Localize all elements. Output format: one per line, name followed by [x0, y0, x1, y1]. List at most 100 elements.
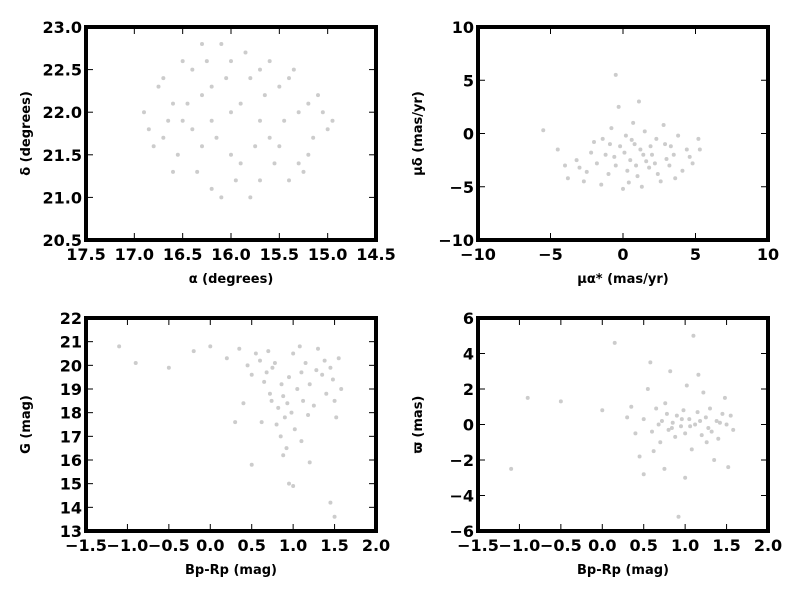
- point: [676, 133, 681, 138]
- y-tick-label: 20.5: [43, 231, 82, 250]
- y-tick-label: 22.0: [43, 103, 82, 122]
- point: [664, 157, 669, 162]
- point: [696, 372, 701, 377]
- point: [663, 401, 668, 406]
- point: [316, 93, 320, 98]
- point: [684, 147, 689, 152]
- y-tick-label: 0: [463, 416, 474, 435]
- point: [696, 136, 701, 141]
- point: [703, 415, 708, 420]
- y-axis-label: G (mag): [19, 395, 34, 454]
- point: [229, 59, 233, 64]
- x-tick-label: 0.5: [238, 536, 266, 555]
- point: [258, 178, 262, 183]
- point: [717, 420, 722, 425]
- x-tick-label: 1.0: [671, 536, 699, 555]
- point: [683, 475, 688, 480]
- point: [133, 360, 138, 365]
- point: [714, 418, 719, 423]
- point: [258, 67, 262, 72]
- y-tick-label: 4: [463, 345, 474, 364]
- point: [180, 59, 185, 64]
- y-tick-label: 22: [60, 309, 82, 328]
- y-tick-label: 21: [60, 333, 82, 352]
- y-tick-label: 14: [60, 498, 82, 517]
- point: [687, 417, 692, 422]
- point: [200, 42, 204, 47]
- point: [697, 147, 702, 152]
- x-tick-label: 10: [757, 245, 779, 264]
- y-tick-label: 10: [452, 18, 474, 37]
- point: [642, 129, 647, 134]
- point: [281, 453, 286, 458]
- point: [676, 514, 681, 519]
- point: [616, 104, 621, 109]
- y-tick-label: 6: [463, 309, 474, 328]
- point: [639, 184, 644, 189]
- point: [328, 365, 333, 370]
- point: [690, 161, 695, 166]
- point: [253, 144, 258, 149]
- point: [258, 358, 262, 363]
- y-axis-label: ϖ (mas): [411, 396, 426, 454]
- point: [663, 142, 668, 147]
- point: [276, 405, 281, 410]
- point: [563, 163, 567, 168]
- x-tick-label: 15.0: [308, 245, 347, 264]
- point: [245, 363, 250, 368]
- point: [200, 144, 204, 149]
- point: [328, 500, 333, 505]
- point: [577, 165, 582, 170]
- panel: −1.5 −1.0 −0.5 0.0 0.5 1.0 1.5 2.0 −6 −4 −2 0 2 4 6 Bp-…: [411, 309, 782, 578]
- point: [600, 136, 605, 141]
- point: [581, 179, 586, 184]
- point: [695, 410, 700, 415]
- point: [670, 420, 675, 425]
- x-tick-label: −1.5: [65, 536, 107, 555]
- point: [171, 169, 175, 174]
- point: [612, 340, 617, 345]
- y-axis-label: μδ (mas/yr): [411, 91, 426, 176]
- y-tick-label: −2: [449, 451, 474, 470]
- point: [320, 372, 325, 377]
- point: [299, 370, 304, 375]
- point: [296, 161, 301, 166]
- point: [253, 351, 258, 356]
- point: [175, 152, 180, 157]
- point: [277, 144, 282, 149]
- point: [679, 417, 684, 422]
- point: [638, 147, 643, 152]
- x-axis-label: Bp-Rp (mag): [185, 563, 277, 578]
- point: [629, 404, 634, 409]
- x-axis-label: α (degrees): [189, 272, 274, 287]
- point: [708, 406, 712, 411]
- x-tick-label: 0: [617, 245, 628, 264]
- point: [712, 458, 717, 462]
- point: [625, 168, 630, 173]
- point: [662, 466, 667, 471]
- point: [334, 415, 339, 420]
- point: [224, 76, 229, 81]
- point: [339, 387, 344, 391]
- point: [584, 169, 589, 174]
- point: [600, 408, 605, 413]
- point: [171, 101, 175, 106]
- point: [208, 344, 213, 349]
- y-tick-label: 19: [60, 380, 82, 399]
- x-tick-label: −0.5: [540, 536, 582, 555]
- point: [291, 67, 296, 72]
- x-tick-label: 2.0: [754, 536, 782, 555]
- point: [229, 110, 233, 115]
- point: [301, 398, 306, 403]
- x-tick-label: 2.0: [362, 536, 390, 555]
- y-tick-label: 23.0: [43, 18, 82, 37]
- point: [306, 101, 311, 106]
- point: [607, 142, 612, 147]
- point: [258, 118, 262, 123]
- point: [709, 429, 714, 434]
- point: [666, 427, 671, 432]
- point: [311, 403, 316, 408]
- point: [272, 360, 277, 365]
- point: [698, 418, 703, 423]
- point: [637, 454, 642, 459]
